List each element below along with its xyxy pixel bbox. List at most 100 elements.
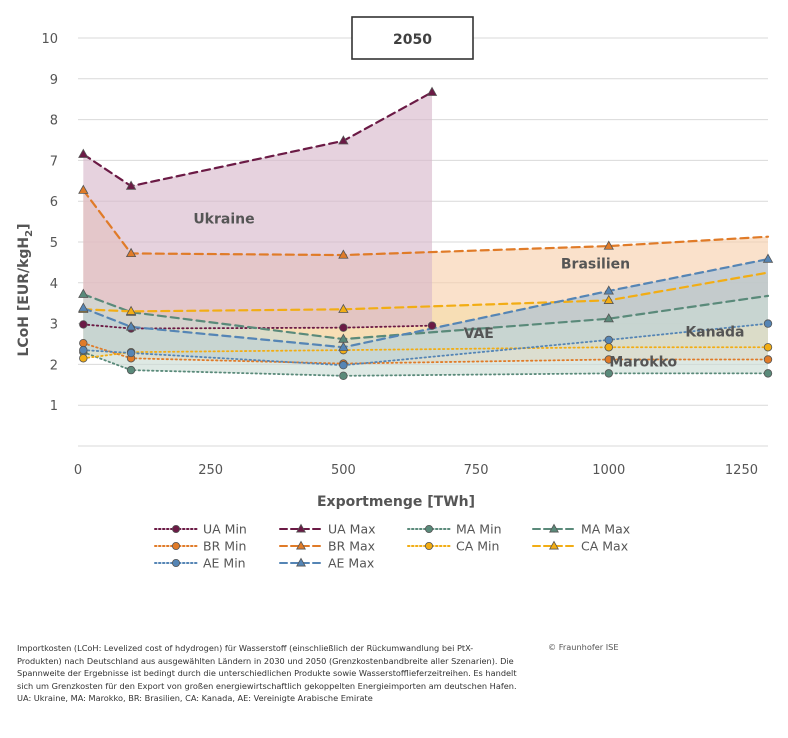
y-tick-label: 5 bbox=[50, 236, 58, 251]
legend-item-br_min: BR Min bbox=[154, 539, 246, 554]
band-ukraine bbox=[83, 92, 433, 329]
marker-ua_max bbox=[78, 148, 89, 158]
y-tick-label: 7 bbox=[50, 154, 58, 169]
marker-ua_min bbox=[79, 320, 88, 329]
line-ua_max bbox=[82, 91, 434, 188]
legend-marker bbox=[424, 524, 434, 534]
marker-ca_min bbox=[604, 343, 613, 352]
x-axis-label: Exportmenge [TWh] bbox=[317, 494, 475, 510]
annotation-kanada: Kanada bbox=[685, 325, 744, 341]
chart-title: 2050 bbox=[393, 32, 432, 48]
x-tick-label: 1250 bbox=[725, 463, 758, 478]
figure-caption: Importkosten (LCoH: Levelized cost of hd… bbox=[17, 643, 517, 704]
y-axis-label: LCoH [EUR/kgH2] bbox=[16, 223, 35, 356]
band-marokko bbox=[83, 294, 769, 376]
legend: UA Min UA Max MA Min MA Max BR Min BR Max CA M… bbox=[154, 522, 630, 571]
y-tick-label: 10 bbox=[41, 32, 58, 47]
marker-ae_max bbox=[762, 253, 774, 263]
marker-ae_min bbox=[79, 345, 88, 355]
marker-br_max bbox=[125, 247, 137, 258]
axis-ticks: 1 2 3 4 5 6 7 8 9 10 0 250 500 750 1000 1250 bbox=[41, 32, 758, 478]
annotation-vae: VAE bbox=[464, 326, 494, 342]
marker-ua_min bbox=[339, 323, 348, 332]
marker-ca_max bbox=[338, 303, 349, 313]
marker-ae_max bbox=[603, 285, 614, 295]
line-ma_min bbox=[82, 351, 769, 377]
marker-br_min bbox=[763, 355, 773, 364]
y-tick-label: 4 bbox=[50, 277, 58, 292]
legend-label: UA Min bbox=[203, 522, 247, 537]
legend-item-ma_min: MA Min bbox=[407, 522, 502, 537]
y-axis-label-group: LCoH [EUR/kgH2] bbox=[16, 223, 35, 356]
marker-br_max bbox=[338, 249, 349, 259]
legend-label: AE Max bbox=[328, 556, 374, 571]
marker-ma_min bbox=[126, 365, 136, 375]
legend-item-ca_min: CA Min bbox=[407, 539, 499, 554]
annotation-ukraine: Ukraine bbox=[193, 212, 254, 228]
marker-ua_min bbox=[427, 321, 437, 330]
x-tick-label: 500 bbox=[331, 463, 356, 478]
legend-item-ca_max: CA Max bbox=[532, 539, 628, 554]
y-tick-label: 9 bbox=[50, 73, 58, 88]
y-tick-label: 8 bbox=[50, 114, 58, 129]
marker-ma_min bbox=[604, 369, 613, 378]
range-bands bbox=[83, 92, 769, 376]
legend-marker bbox=[171, 524, 181, 534]
legend-item-ua_max: UA Max bbox=[279, 522, 376, 537]
annotation-brasilien: Brasilien bbox=[561, 257, 630, 273]
marker-ua_max bbox=[426, 86, 438, 96]
y-tick-label: 2 bbox=[50, 358, 58, 373]
marker-ca_min bbox=[79, 354, 88, 363]
legend-label: CA Min bbox=[456, 539, 499, 554]
marker-ae_max bbox=[338, 341, 349, 351]
legend-item-br_max: BR Max bbox=[279, 539, 375, 554]
marker-ca_min bbox=[763, 343, 773, 352]
legend-item-ae_max: AE Max bbox=[279, 556, 374, 571]
marker-br_max bbox=[78, 184, 89, 194]
marker-ae_max bbox=[78, 302, 89, 312]
legend-marker bbox=[549, 523, 559, 533]
y-tick-label: 3 bbox=[50, 318, 58, 333]
legend-marker bbox=[296, 523, 306, 533]
marker-ma_min bbox=[339, 371, 348, 381]
marker-ma_min bbox=[763, 369, 773, 378]
marker-br_max bbox=[603, 240, 614, 250]
marker-br_min bbox=[604, 355, 613, 364]
marker-ma_max bbox=[603, 313, 614, 323]
series-markers bbox=[78, 86, 774, 381]
legend-marker bbox=[296, 557, 306, 567]
legend-label: BR Min bbox=[203, 539, 246, 554]
x-tick-label: 0 bbox=[74, 463, 82, 478]
y-tick-label: 1 bbox=[50, 399, 58, 414]
legend-marker bbox=[424, 541, 434, 551]
marker-ma_max bbox=[78, 288, 89, 298]
marker-ae_min bbox=[339, 361, 348, 370]
legend-label: CA Max bbox=[581, 539, 628, 554]
copyright-credit: © Fraunhofer ISE bbox=[548, 642, 619, 652]
marker-ae_min bbox=[763, 319, 773, 328]
legend-marker bbox=[171, 541, 181, 551]
legend-marker bbox=[171, 558, 181, 568]
country-annotations: Ukraine Brasilien VAE Kanada Marokko bbox=[193, 212, 744, 371]
x-tick-label: 750 bbox=[464, 463, 489, 478]
legend-item-ma_max: MA Max bbox=[532, 522, 630, 537]
marker-ae_max bbox=[125, 321, 137, 331]
legend-label: MA Max bbox=[581, 522, 630, 537]
legend-label: MA Min bbox=[456, 522, 502, 537]
annotation-marokko: Marokko bbox=[609, 354, 677, 370]
x-tick-label: 250 bbox=[198, 463, 223, 478]
legend-item-ua_min: UA Min bbox=[154, 522, 247, 537]
marker-ca_max bbox=[125, 305, 137, 315]
marker-ua_max bbox=[125, 180, 137, 190]
marker-br_min bbox=[79, 338, 88, 348]
legend-marker bbox=[549, 540, 559, 550]
marker-ae_min bbox=[126, 348, 136, 358]
y-tick-label: 6 bbox=[50, 195, 58, 210]
marker-ca_max bbox=[603, 294, 614, 304]
marker-ua_max bbox=[338, 135, 349, 145]
legend-marker bbox=[296, 540, 306, 550]
x-tick-label: 1000 bbox=[592, 463, 625, 478]
line-ua_min bbox=[82, 323, 433, 330]
legend-item-ae_min: AE Min bbox=[154, 556, 246, 571]
legend-label: AE Min bbox=[203, 556, 246, 571]
